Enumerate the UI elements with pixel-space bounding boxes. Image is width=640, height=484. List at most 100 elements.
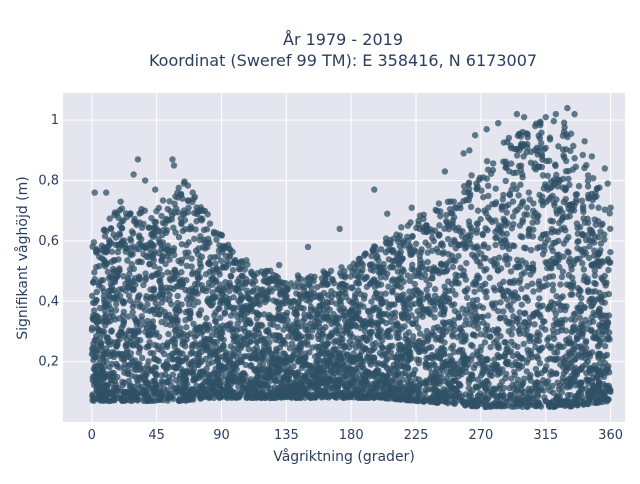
data-point xyxy=(342,290,348,296)
data-point xyxy=(423,381,429,387)
data-point xyxy=(459,338,465,344)
data-point xyxy=(606,291,612,297)
data-point xyxy=(483,266,489,272)
data-point xyxy=(99,243,105,249)
data-point xyxy=(416,360,422,366)
data-point xyxy=(566,351,572,357)
data-point xyxy=(226,384,232,390)
data-point xyxy=(568,292,574,298)
data-point xyxy=(591,335,597,341)
data-point xyxy=(291,283,297,289)
data-point xyxy=(451,237,457,243)
data-point xyxy=(111,257,117,263)
data-point xyxy=(218,258,224,264)
data-point xyxy=(526,189,532,195)
data-point xyxy=(340,373,346,379)
data-point xyxy=(424,249,430,255)
data-point xyxy=(216,394,222,400)
data-point xyxy=(159,372,165,378)
data-point xyxy=(425,259,431,265)
data-point xyxy=(423,355,429,361)
data-point xyxy=(445,223,451,229)
data-point xyxy=(571,155,577,161)
data-point xyxy=(453,245,459,251)
data-point xyxy=(427,395,433,401)
data-point xyxy=(148,294,154,300)
data-point xyxy=(217,334,223,340)
data-point xyxy=(382,362,388,368)
data-point xyxy=(441,249,447,255)
data-point xyxy=(595,234,601,240)
data-point xyxy=(563,237,569,243)
data-point xyxy=(156,278,162,284)
data-point xyxy=(511,369,517,375)
data-point xyxy=(389,301,395,307)
data-point xyxy=(497,282,503,288)
data-point xyxy=(117,329,123,335)
data-point xyxy=(547,218,553,224)
data-point xyxy=(607,249,613,255)
data-point xyxy=(399,371,405,377)
data-point xyxy=(553,172,559,178)
data-point xyxy=(590,318,596,324)
data-point xyxy=(525,350,531,356)
data-point xyxy=(524,134,530,140)
data-point xyxy=(242,281,248,287)
data-point xyxy=(201,379,207,385)
data-point xyxy=(471,322,477,328)
data-point xyxy=(191,236,197,242)
data-point xyxy=(589,349,595,355)
data-point xyxy=(259,323,265,329)
data-point xyxy=(581,273,587,279)
data-point xyxy=(580,152,586,158)
data-point xyxy=(210,275,216,281)
data-point xyxy=(442,363,448,369)
data-point xyxy=(405,379,411,385)
data-point xyxy=(389,278,395,284)
data-point xyxy=(169,270,175,276)
data-point xyxy=(448,321,454,327)
data-point xyxy=(581,266,587,272)
data-point xyxy=(152,311,158,317)
data-point xyxy=(164,227,170,233)
data-point xyxy=(605,334,611,340)
data-point xyxy=(449,378,455,384)
data-point xyxy=(319,282,325,288)
data-point xyxy=(588,328,594,334)
data-point xyxy=(428,374,434,380)
data-point xyxy=(580,232,586,238)
data-point xyxy=(539,193,545,199)
data-point xyxy=(527,333,533,339)
data-point xyxy=(423,287,429,293)
data-point xyxy=(290,322,296,328)
data-point xyxy=(443,392,449,398)
data-point xyxy=(561,128,567,134)
data-point xyxy=(450,218,456,224)
data-point xyxy=(185,250,191,256)
data-point xyxy=(184,296,190,302)
data-point xyxy=(419,314,425,320)
data-point xyxy=(275,324,281,330)
data-point xyxy=(362,250,368,256)
data-point xyxy=(216,242,222,248)
data-point xyxy=(125,371,131,377)
data-point xyxy=(509,362,515,368)
data-point xyxy=(440,332,446,338)
data-point xyxy=(177,398,183,404)
data-point xyxy=(521,375,527,381)
data-point xyxy=(313,394,319,400)
data-point xyxy=(444,369,450,375)
data-point xyxy=(200,287,206,293)
data-point xyxy=(502,353,508,359)
data-point xyxy=(406,306,412,312)
data-point xyxy=(435,324,441,330)
data-point xyxy=(492,300,498,306)
data-point xyxy=(474,226,480,232)
data-point xyxy=(342,366,348,372)
data-point xyxy=(230,353,236,359)
data-point xyxy=(500,192,506,198)
data-point xyxy=(488,373,494,379)
data-point xyxy=(566,258,572,264)
data-point xyxy=(92,300,98,306)
